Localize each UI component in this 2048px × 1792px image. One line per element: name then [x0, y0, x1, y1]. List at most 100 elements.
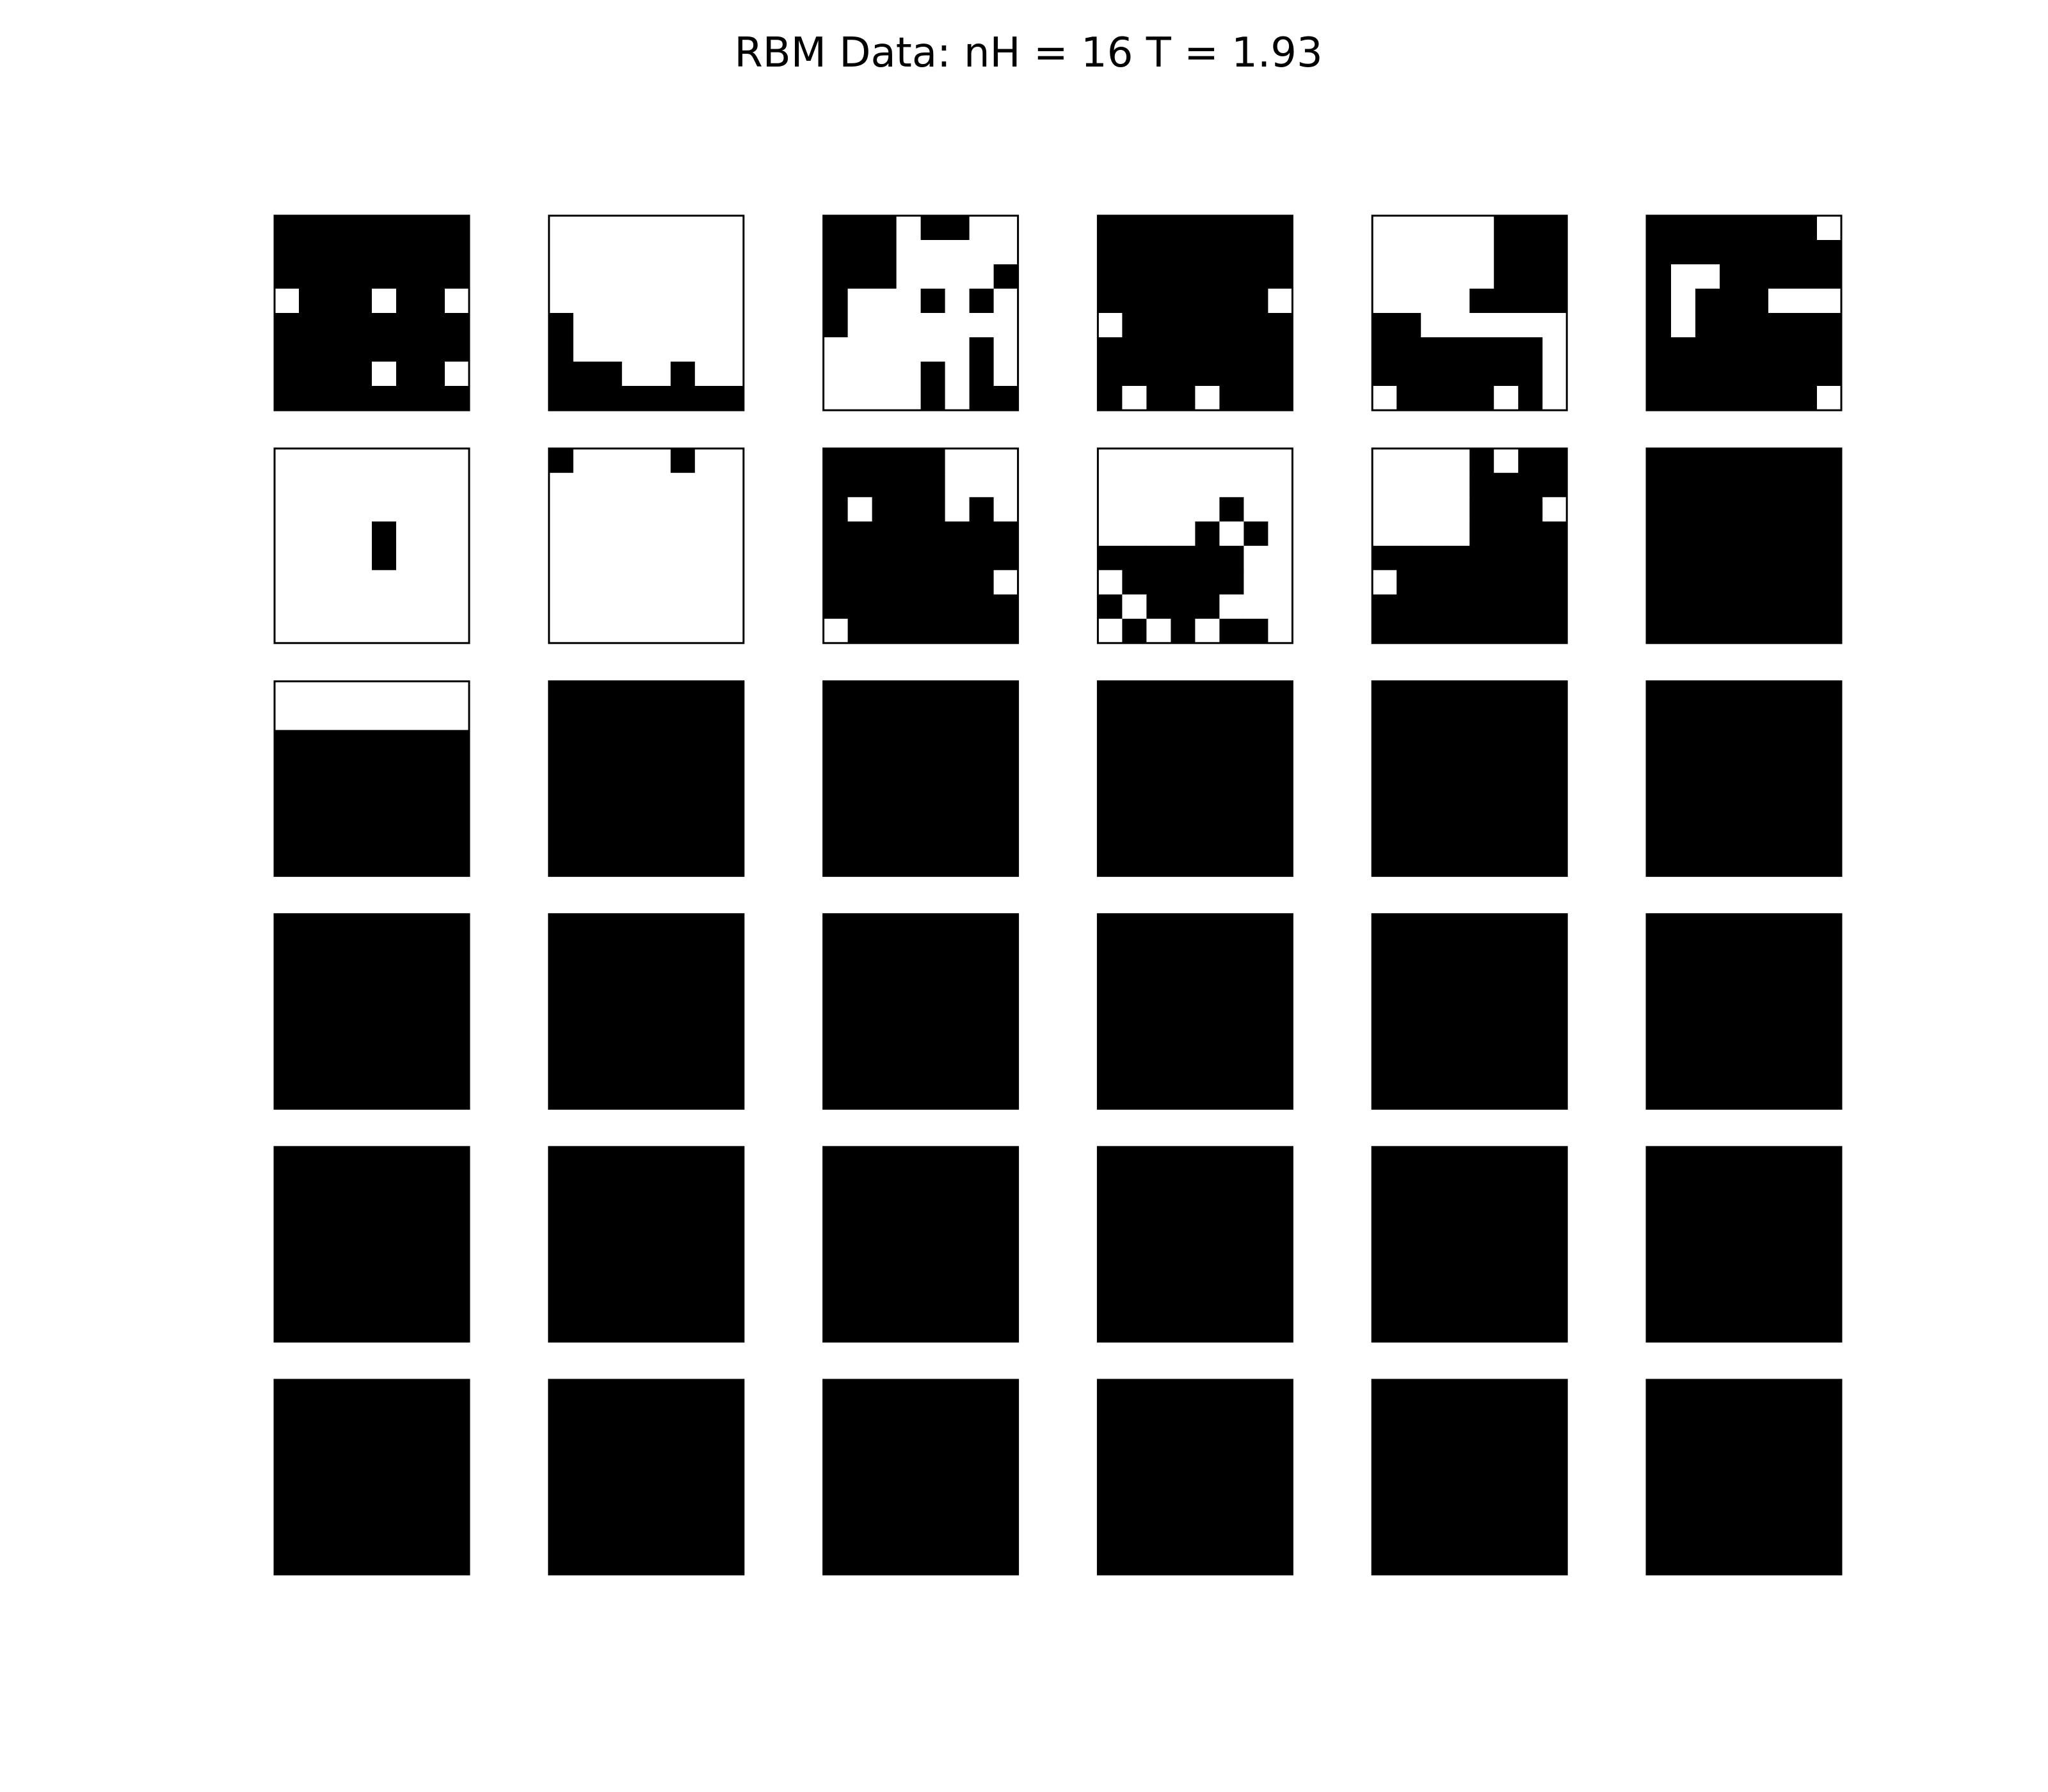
- spin-cell: [420, 914, 445, 939]
- spin-cell: [1171, 1380, 1196, 1405]
- spin-cell: [823, 778, 849, 804]
- spin-cell: [1219, 1036, 1244, 1060]
- spin-cell: [1171, 386, 1196, 411]
- spin-cell: [1098, 914, 1123, 939]
- spin-cell: [1244, 264, 1268, 289]
- spin-cell: [1268, 472, 1293, 498]
- spin-cell: [719, 914, 744, 939]
- spin-cell: [1195, 1404, 1220, 1429]
- spin-cell: [1720, 1084, 1745, 1109]
- spin-cell: [920, 1036, 946, 1060]
- spin-cell: [670, 730, 696, 755]
- spin-cell: [1793, 1453, 1818, 1478]
- spin-cell: [323, 754, 348, 780]
- spin-cell: [872, 521, 897, 547]
- spin-cell: [1219, 362, 1244, 387]
- spin-cell: [1171, 681, 1196, 707]
- spin-cell: [945, 1196, 970, 1220]
- spin-cell: [1122, 1404, 1147, 1429]
- spin-cell: [1817, 705, 1842, 731]
- spin-cell: [1469, 264, 1494, 289]
- spin-cell: [1518, 1244, 1543, 1269]
- spin-cell: [597, 264, 623, 289]
- spin-cell: [1494, 386, 1519, 411]
- spin-cell: [597, 1453, 623, 1478]
- spin-cell: [1396, 938, 1421, 963]
- spin-cell: [1122, 362, 1147, 387]
- spin-cell: [275, 778, 300, 804]
- spin-cell: [348, 754, 372, 780]
- spin-cell: [1494, 1011, 1519, 1036]
- spin-cell: [1793, 1380, 1818, 1405]
- spin-cell: [993, 264, 1019, 289]
- spin-cell: [1171, 963, 1196, 988]
- spin-cell: [1494, 497, 1519, 522]
- spin-cell: [1518, 570, 1543, 595]
- spin-cell: [993, 240, 1019, 265]
- spin-cell: [420, 618, 445, 644]
- spin-cell: [1518, 386, 1543, 411]
- spin-cell: [1421, 1244, 1446, 1269]
- spin-cell: [670, 987, 696, 1012]
- spin-cell: [420, 1317, 445, 1342]
- spin-cell: [1542, 545, 1567, 571]
- sample-panel-6-5: [1371, 1379, 1568, 1576]
- spin-cell: [896, 963, 922, 988]
- spin-cell: [1219, 827, 1244, 852]
- panel-frame: [273, 214, 470, 412]
- spin-cell: [348, 1501, 372, 1526]
- spin-cell: [920, 754, 946, 780]
- spin-cell: [621, 963, 647, 988]
- spin-cell: [1518, 1011, 1543, 1036]
- spin-cell: [945, 1428, 970, 1453]
- spin-cell: [1695, 1244, 1720, 1269]
- spin-cell: [323, 987, 348, 1012]
- spin-cell: [1268, 1060, 1293, 1085]
- spin-cell: [420, 1196, 445, 1220]
- spin-cell: [1469, 386, 1494, 411]
- spin-cell: [1146, 1036, 1171, 1060]
- spin-cell: [1695, 594, 1720, 620]
- sample-panel-2-5: [1371, 447, 1568, 644]
- spin-cell: [1372, 681, 1397, 707]
- spin-cell: [299, 1036, 324, 1060]
- spin-cell: [1518, 313, 1543, 338]
- spin-cell: [1268, 1477, 1293, 1502]
- spin-cell: [670, 264, 696, 289]
- spin-cell: [597, 313, 623, 338]
- spin-cell: [420, 827, 445, 852]
- spin-cell: [823, 1404, 849, 1429]
- spin-cell: [597, 1317, 623, 1342]
- spin-cell: [1793, 1477, 1818, 1502]
- spin-cell: [621, 1011, 647, 1036]
- spin-cell: [1518, 240, 1543, 265]
- spin-cell: [1122, 497, 1147, 522]
- spin-cell: [1445, 1084, 1470, 1109]
- spin-cell: [1372, 963, 1397, 988]
- spin-cell: [719, 570, 744, 595]
- spin-cell: [1720, 963, 1745, 988]
- spin-cell: [1372, 240, 1397, 265]
- spin-cell: [573, 497, 598, 522]
- spin-cell: [1647, 264, 1672, 289]
- spin-cell: [1396, 448, 1421, 474]
- spin-cell: [847, 1317, 873, 1342]
- spin-cell: [1647, 851, 1672, 877]
- spin-cell: [1268, 754, 1293, 780]
- spin-cell: [372, 778, 397, 804]
- spin-cell: [1671, 545, 1696, 571]
- spin-cell: [670, 827, 696, 852]
- spin-cell: [420, 754, 445, 780]
- spin-cell: [597, 1220, 623, 1245]
- spin-cell: [420, 938, 445, 963]
- spin-cell: [372, 1526, 397, 1551]
- spin-cell: [920, 851, 946, 877]
- spin-cell: [597, 545, 623, 571]
- spin-cell: [1244, 1084, 1268, 1109]
- spin-cell: [1542, 570, 1567, 595]
- spin-cell: [1469, 705, 1494, 731]
- spin-cell: [396, 827, 421, 852]
- spin-cell: [1372, 1171, 1397, 1196]
- spin-cell: [872, 1380, 897, 1405]
- spin-cell: [1098, 362, 1123, 387]
